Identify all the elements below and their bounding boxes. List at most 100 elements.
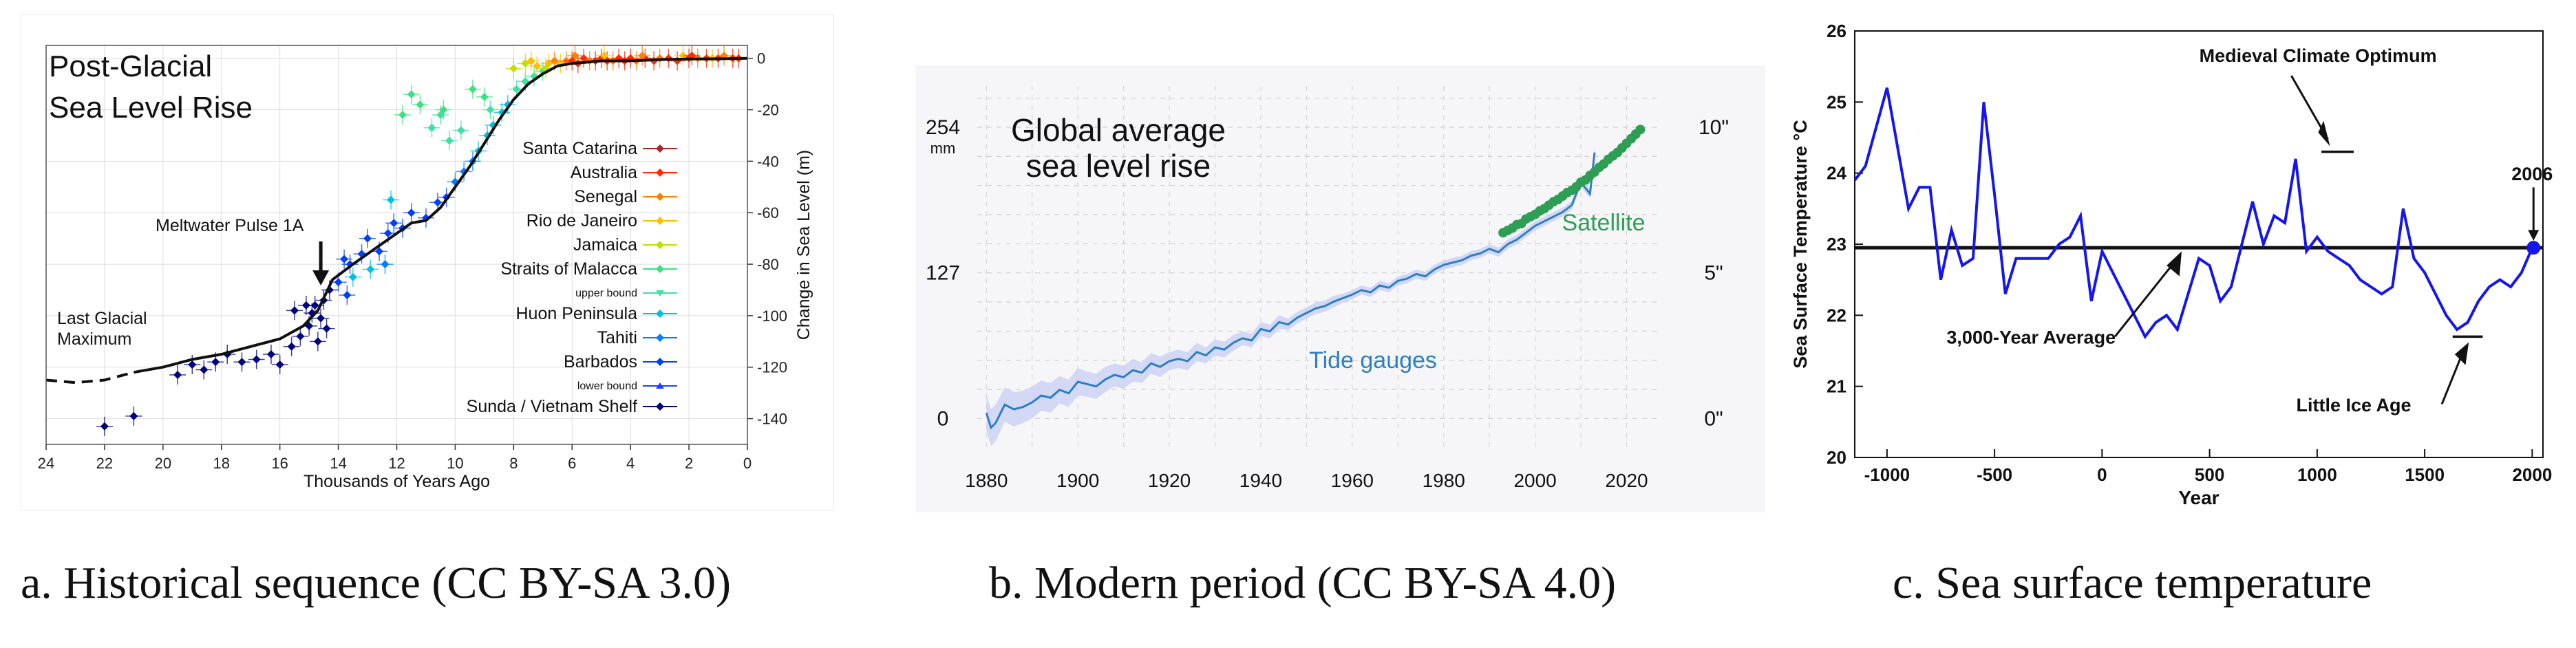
data-point	[526, 56, 535, 65]
legend-marker	[656, 334, 664, 342]
legend-label: Jamaica	[573, 235, 637, 255]
data-point	[509, 64, 518, 73]
x-tick-label: 1880	[965, 470, 1008, 491]
chart-title-line1: Global average	[1011, 112, 1226, 148]
legend-marker	[656, 265, 664, 273]
data-point	[512, 85, 521, 94]
annotation-average-arrowhead	[2167, 251, 2182, 277]
panel-post-glacial-sea-level: 24 22 20 18 16 14 12 10 8 6 4 2 0 0 -20 -40 -60 -80 -100 -1…	[21, 14, 834, 510]
legend-label: Santa Catarina	[522, 139, 637, 158]
y-tick-label: -120	[757, 359, 787, 376]
x-tick-label: 10	[447, 455, 463, 472]
plot-frame	[1854, 30, 2544, 458]
legend-label: lower bound	[577, 380, 637, 392]
annotation-medieval: Medieval Climate Optimum	[2200, 45, 2437, 66]
y-tick-label: -80	[757, 256, 779, 273]
sea-level-curve	[45, 56, 748, 385]
x-tick-label: 1500	[2405, 464, 2445, 485]
x-tick-label: -500	[1977, 464, 2012, 485]
x-tick-label: 24	[38, 455, 54, 472]
data-point	[317, 314, 326, 323]
panel-sea-surface-temperature: 20 21 22 23 24 25 26 -1000 -500 0 500 1000 1500 2000 Y…	[1789, 10, 2567, 516]
x-tick-label: 22	[96, 455, 113, 472]
series-lines	[1853, 87, 2543, 340]
data-point	[348, 272, 357, 281]
annotation-lgm-line1: Last Glacial	[57, 309, 147, 328]
annotation-lia-arrowhead	[2454, 342, 2469, 365]
tide-gauge-line	[985, 152, 1596, 430]
data-point	[383, 229, 392, 238]
x-axis-label: Year	[2178, 487, 2219, 508]
legend-label: Australia	[571, 163, 637, 182]
data-point	[237, 358, 246, 367]
data-point	[398, 111, 407, 120]
annotation-lgm-line2: Maximum	[57, 330, 131, 349]
data-point	[433, 198, 442, 207]
legend-marker	[656, 310, 664, 318]
x-tick-label: 18	[213, 455, 230, 472]
caption-a: a. Historical sequence (CC BY-SA 3.0)	[21, 558, 731, 608]
chart-sst: 20 21 22 23 24 25 26 -1000 -500 0 500 1000 1500 2000 Y…	[1790, 21, 2553, 508]
y-axis-label: Sea Surface Temperature °C	[1790, 120, 1811, 368]
left-unit-label: mm	[930, 140, 956, 157]
series-labels: Tide gauges Satellite	[1309, 210, 1645, 374]
legend-marker	[656, 382, 664, 389]
chart-title-line2: Sea Level Rise	[49, 91, 253, 125]
legend-marker	[656, 217, 664, 225]
data-point	[296, 332, 305, 341]
x-tick-label: 1920	[1148, 470, 1191, 491]
data-point	[290, 306, 299, 315]
data-point	[599, 51, 608, 60]
annotation-arrow-head	[312, 270, 330, 285]
axes: 24 22 20 18 16 14 12 10 8 6 4 2 00-20-40-60-80-100-1…	[38, 45, 813, 491]
data-point	[310, 301, 319, 310]
annotations: Meltwater Pulse 1A Last Glacial Maximum	[57, 216, 330, 349]
data-point	[211, 358, 220, 367]
data-point	[366, 265, 375, 274]
data-point	[200, 365, 209, 374]
curve-dashed	[45, 371, 134, 385]
annotation-2006-arrowhead	[2528, 230, 2540, 241]
x-tick-label: 4	[626, 455, 635, 472]
legend-label: Sunda / Vietnam Shelf	[467, 397, 637, 416]
data-point	[486, 105, 495, 114]
annotation-meltwater: Meltwater Pulse 1A	[156, 216, 304, 235]
x-tick-label: -1000	[1864, 464, 1910, 485]
x-tick-label: 1980	[1423, 470, 1465, 491]
x-tick-label: 1000	[2297, 464, 2337, 485]
legend: Santa Catarina Australia Senegal Rio de Jan…	[467, 139, 677, 416]
label-tide-gauges: Tide gauges	[1309, 347, 1437, 374]
legend-marker	[656, 241, 664, 249]
legend-marker	[656, 290, 664, 296]
axes: 20 21 22 23 24 25 26 -1000 -500 0 500 1000 1500 2000 Y…	[1790, 21, 2552, 508]
y-tick-label: 24	[1827, 163, 1846, 184]
x-tick-label: 500	[2195, 464, 2224, 485]
annotation-average: 3,000-Year Average	[1946, 327, 2116, 348]
annotation-medieval-arrowhead	[2318, 120, 2330, 147]
x-tick-label: 2020	[1605, 470, 1648, 491]
x-tick-label: 12	[388, 455, 405, 472]
left-tick-label: 127	[926, 262, 960, 285]
data-point	[173, 370, 182, 379]
label-satellite: Satellite	[1562, 210, 1646, 236]
x-tick-label: 2000	[1513, 470, 1556, 491]
y-tick-label: -40	[757, 153, 779, 170]
legend-marker	[656, 193, 664, 201]
right-tick-label: 0"	[1704, 407, 1723, 430]
curve-solid	[134, 56, 748, 374]
legend-label: Senegal	[574, 187, 637, 206]
data-point	[188, 360, 197, 369]
left-tick-label: 254	[926, 116, 960, 139]
chart-title-line2: sea level rise	[1026, 148, 1211, 184]
data-point	[427, 123, 436, 132]
right-tick-label: 10"	[1699, 116, 1729, 139]
y-tick-label: 22	[1827, 305, 1846, 325]
x-tick-label: 0	[2097, 464, 2107, 485]
data-point	[387, 195, 396, 204]
annotation-little-ice-age: Little Ice Age	[2296, 395, 2411, 415]
x-tick-label: 8	[509, 455, 518, 472]
data-point	[275, 360, 284, 369]
annotation-average-arrow	[2114, 257, 2178, 338]
x-tick-label: 1940	[1239, 470, 1282, 491]
satellite-point	[1635, 125, 1646, 135]
